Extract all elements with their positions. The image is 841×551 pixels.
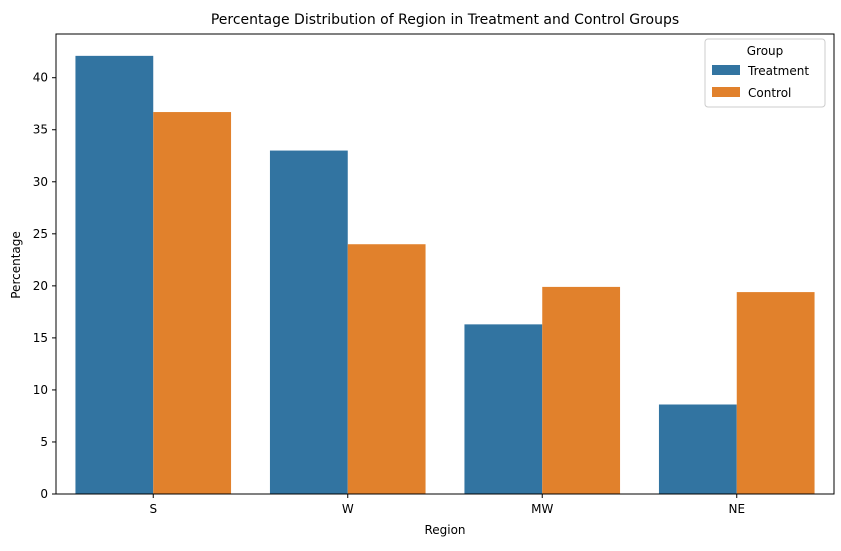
- x-axis-ticks: S W MW NE: [149, 494, 745, 516]
- x-tick-label: W: [342, 502, 354, 516]
- bars: [75, 55, 815, 495]
- legend: Group Treatment Control: [704, 38, 826, 108]
- bar-treatment-ne: [658, 404, 737, 494]
- bar-treatment-s: [75, 55, 154, 495]
- bar-control-mw: [542, 286, 621, 494]
- bar-treatment-mw: [464, 324, 543, 494]
- chart-title: Percentage Distribution of Region in Tre…: [211, 12, 679, 28]
- y-tick-label: 40: [33, 71, 48, 85]
- y-tick-label: 20: [33, 279, 48, 293]
- bar-treatment-w: [269, 150, 348, 494]
- legend-label-control: Control: [748, 86, 791, 100]
- legend-title: Group: [747, 44, 784, 58]
- y-tick-label: 30: [33, 175, 48, 189]
- legend-swatch-treatment: [712, 65, 740, 75]
- y-tick-label: 35: [33, 123, 48, 137]
- x-axis-label: Region: [424, 523, 465, 537]
- bar-control-ne: [736, 292, 815, 494]
- y-tick-label: 0: [40, 487, 48, 501]
- x-tick-label: MW: [531, 502, 553, 516]
- y-tick-label: 25: [33, 227, 48, 241]
- y-tick-label: 15: [33, 331, 48, 345]
- plot-frame: [55, 33, 835, 495]
- bar-control-s: [153, 112, 232, 495]
- y-axis-label: Percentage: [9, 231, 23, 299]
- x-tick-label: NE: [728, 502, 745, 516]
- legend-label-treatment: Treatment: [747, 64, 809, 78]
- legend-swatch-control: [712, 87, 740, 97]
- x-tick-label: S: [149, 502, 157, 516]
- y-tick-label: 10: [33, 383, 48, 397]
- y-tick-label: 5: [40, 435, 48, 449]
- bar-control-w: [347, 244, 426, 494]
- y-axis-ticks: 0 5 10 15 20 25 30 35 40: [33, 71, 56, 501]
